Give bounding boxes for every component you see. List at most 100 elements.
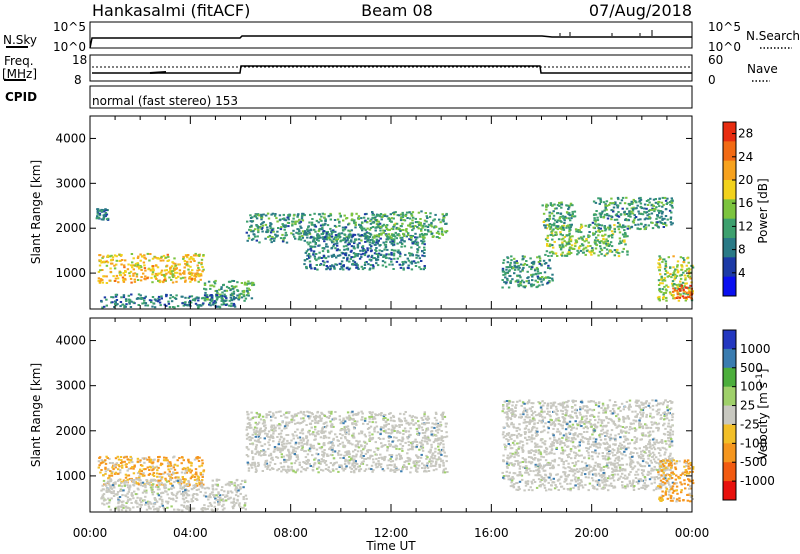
range-cell xyxy=(150,502,153,505)
range-cell xyxy=(442,446,445,449)
range-cell xyxy=(691,290,694,293)
range-cell xyxy=(651,227,655,230)
range-cell xyxy=(282,213,285,216)
range-cell xyxy=(346,243,350,246)
range-cell xyxy=(400,245,403,248)
range-cell xyxy=(280,466,283,469)
range-cell xyxy=(418,257,421,260)
range-cell xyxy=(137,488,140,491)
range-cell xyxy=(369,454,372,457)
range-cell xyxy=(184,485,187,487)
range-cell xyxy=(180,471,184,474)
range-cell xyxy=(300,226,303,229)
range-cell xyxy=(347,416,351,419)
range-cell xyxy=(314,257,317,260)
range-cell xyxy=(423,440,427,443)
range-cell xyxy=(158,472,161,475)
range-cell xyxy=(360,234,363,237)
range-cell xyxy=(685,292,688,295)
range-cell xyxy=(320,215,323,218)
noise-panel: N.Sky 10^5 10^0 10^5 10^0 N.Search xyxy=(3,20,800,54)
range-cell xyxy=(341,252,345,255)
range-cell xyxy=(624,219,627,221)
range-cell xyxy=(611,236,614,239)
range-cell xyxy=(312,236,315,239)
range-cell xyxy=(338,249,341,252)
range-cell xyxy=(663,267,667,270)
range-cell xyxy=(423,434,427,437)
range-cell xyxy=(381,445,384,448)
range-cell xyxy=(663,217,666,220)
range-cell xyxy=(358,242,361,245)
range-cell xyxy=(309,263,312,266)
range-cell xyxy=(197,299,200,302)
range-cell xyxy=(162,259,165,262)
range-cell xyxy=(184,489,187,492)
range-cell xyxy=(373,252,377,255)
range-cell xyxy=(293,453,296,455)
range-cell xyxy=(661,218,664,221)
data-region xyxy=(97,252,205,284)
range-cell xyxy=(559,212,563,215)
range-cell xyxy=(664,262,668,265)
range-cell xyxy=(282,224,285,227)
range-cell xyxy=(123,456,126,459)
range-cell xyxy=(664,270,668,272)
range-cell xyxy=(331,230,335,233)
range-cell xyxy=(281,445,285,448)
range-cell xyxy=(568,237,571,240)
range-cell xyxy=(407,259,411,262)
range-cell xyxy=(193,478,197,481)
range-cell xyxy=(325,236,328,239)
range-cell xyxy=(269,436,272,439)
range-cell xyxy=(620,199,624,202)
range-cell xyxy=(601,229,604,232)
range-cell xyxy=(298,464,301,466)
range-cell xyxy=(291,433,294,436)
range-cell xyxy=(282,468,285,471)
range-cell xyxy=(540,263,543,266)
range-cell xyxy=(335,263,339,266)
range-cell xyxy=(506,277,509,280)
range-cell xyxy=(262,213,265,216)
range-cell xyxy=(162,491,165,494)
range-cell xyxy=(530,285,533,288)
range-cell xyxy=(420,239,423,242)
range-cell xyxy=(291,223,294,226)
range-cell xyxy=(342,219,345,222)
range-cell xyxy=(369,438,372,441)
range-cell xyxy=(310,426,313,429)
range-cell xyxy=(166,506,169,509)
range-cell xyxy=(322,238,325,240)
range-cell xyxy=(119,305,122,308)
range-cell xyxy=(375,462,378,465)
range-cell xyxy=(110,490,113,493)
range-cell xyxy=(571,204,574,207)
range-cell xyxy=(440,439,443,441)
range-cell xyxy=(633,214,636,217)
range-cell xyxy=(174,271,177,274)
range-cell xyxy=(610,218,613,221)
range-cell xyxy=(617,198,620,201)
range-cell xyxy=(374,229,377,232)
range-cell xyxy=(365,236,368,238)
range-cell xyxy=(281,240,285,243)
range-cell xyxy=(553,240,556,243)
range-cell xyxy=(125,300,128,302)
range-cell xyxy=(658,200,661,203)
range-cell xyxy=(570,247,573,250)
range-cell xyxy=(326,224,330,227)
range-cell xyxy=(674,268,677,271)
range-cell xyxy=(286,468,290,471)
range-cell xyxy=(386,447,389,450)
range-cell xyxy=(259,454,263,457)
range-cell xyxy=(438,227,441,230)
range-cell xyxy=(623,226,626,228)
range-cell xyxy=(670,294,674,297)
range-cell xyxy=(547,267,550,269)
range-cell xyxy=(364,240,367,243)
range-cell xyxy=(676,260,680,263)
range-cell xyxy=(372,461,375,464)
range-cell xyxy=(317,230,320,233)
range-cell xyxy=(277,227,280,229)
